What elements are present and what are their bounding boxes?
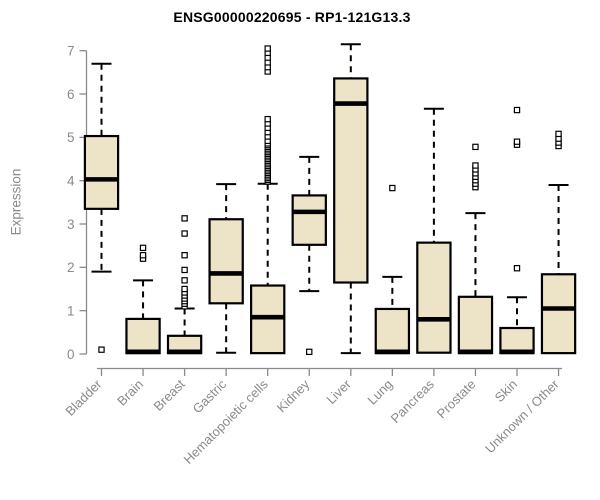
y-tick-label-6: 6 bbox=[67, 87, 75, 102]
y-tick-label-2: 2 bbox=[67, 260, 75, 275]
outlier-point bbox=[98, 346, 105, 353]
category-label-skin: Skin bbox=[492, 377, 520, 405]
category-label-lung: Lung bbox=[364, 377, 395, 408]
box-group-breast bbox=[166, 215, 203, 355]
box-group-unknown-other bbox=[540, 130, 577, 355]
outlier-point bbox=[181, 252, 188, 259]
box-group-skin bbox=[499, 106, 535, 355]
box-group-hematopoietic-cells bbox=[250, 45, 286, 355]
box-group-prostate bbox=[457, 143, 494, 355]
box-group-liver bbox=[333, 43, 369, 355]
box-group-lung bbox=[374, 184, 411, 355]
box-group-kidney bbox=[291, 155, 327, 356]
y-tick-label-5: 5 bbox=[67, 130, 75, 145]
category-label-unknown-other: Unknown / Other bbox=[482, 376, 562, 456]
outlier-point bbox=[264, 115, 271, 123]
outlier-point bbox=[181, 277, 188, 284]
outlier-point bbox=[139, 252, 147, 259]
box-rect bbox=[83, 134, 120, 210]
box-group-bladder bbox=[83, 62, 120, 353]
outlier-point bbox=[472, 143, 479, 151]
outlier-point bbox=[181, 230, 188, 237]
box-rect bbox=[416, 241, 452, 354]
category-label-brain: Brain bbox=[114, 377, 146, 409]
outlier-point bbox=[472, 162, 479, 169]
outlier-point bbox=[389, 184, 396, 192]
outlier-point bbox=[181, 285, 188, 293]
y-tick-label-0: 0 bbox=[67, 347, 75, 362]
outlier-point bbox=[306, 348, 313, 356]
chart-title: ENSG00000220695 - RP1-121G13.3 bbox=[173, 9, 411, 25]
outlier-point bbox=[513, 138, 521, 145]
box-rect bbox=[457, 295, 494, 355]
category-label-breast: Breast bbox=[151, 376, 188, 413]
outlier-point bbox=[555, 130, 562, 138]
y-tick-label-4: 4 bbox=[67, 173, 75, 188]
box-rect bbox=[125, 317, 161, 355]
category-label-bladder: Bladder bbox=[62, 376, 105, 419]
box-rect bbox=[499, 326, 535, 355]
outlier-point bbox=[264, 45, 271, 52]
category-label-prostate: Prostate bbox=[434, 377, 479, 422]
category-label-pancreas: Pancreas bbox=[388, 376, 438, 426]
box-group-pancreas bbox=[416, 107, 452, 354]
category-label-kidney: Kidney bbox=[274, 376, 313, 415]
outlier-point bbox=[181, 215, 188, 222]
outlier-point bbox=[513, 106, 521, 114]
box-rect bbox=[333, 77, 369, 284]
y-tick-label-7: 7 bbox=[67, 43, 75, 58]
category-label-gastric: Gastric bbox=[190, 376, 230, 416]
box-group-brain bbox=[125, 244, 161, 355]
box-rect bbox=[291, 194, 327, 246]
y-tick-label-3: 3 bbox=[67, 217, 75, 232]
box-rect bbox=[374, 307, 411, 355]
outlier-point bbox=[181, 266, 188, 274]
outlier-point bbox=[139, 244, 147, 252]
category-label-liver: Liver bbox=[323, 376, 354, 407]
y-tick-label-1: 1 bbox=[67, 303, 75, 318]
outlier-point bbox=[513, 265, 521, 272]
box-rect bbox=[208, 218, 244, 305]
box-rect bbox=[540, 273, 577, 355]
box-group-gastric bbox=[208, 183, 244, 354]
